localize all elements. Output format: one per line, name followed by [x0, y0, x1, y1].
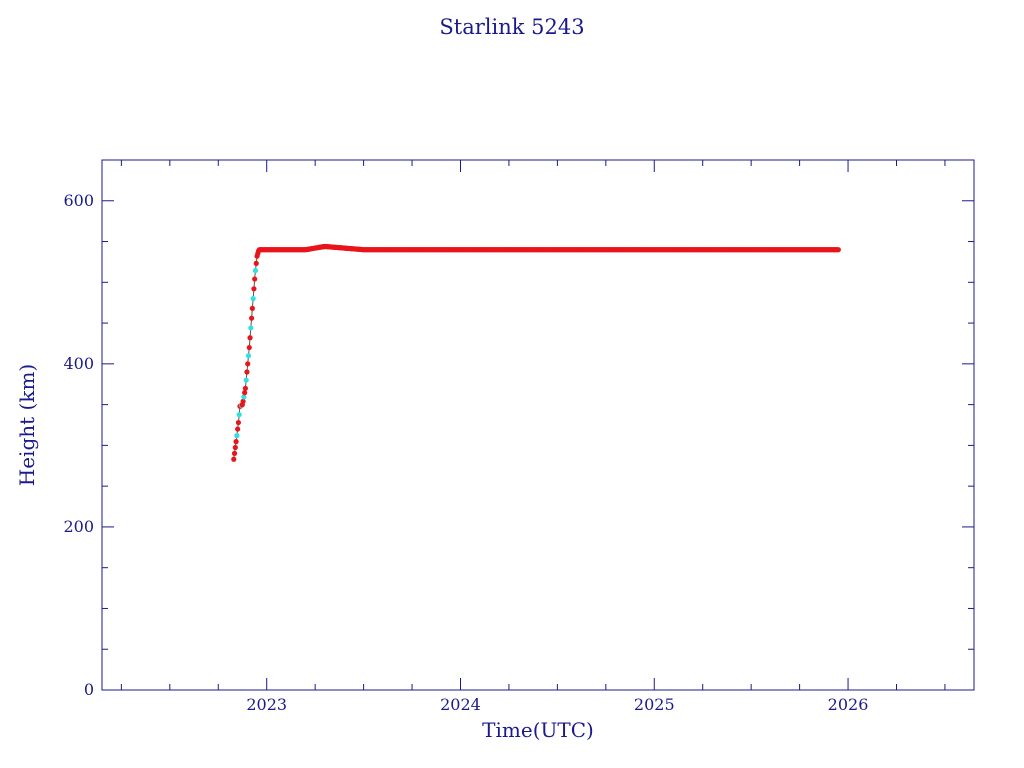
- data-point: [247, 335, 253, 341]
- x-axis-label: Time(UTC): [482, 718, 594, 742]
- plot-frame: [101, 159, 975, 691]
- data-point: [243, 377, 249, 383]
- data-point: [252, 267, 259, 274]
- y-tick-label: 600: [63, 191, 94, 210]
- data-point: [235, 419, 242, 426]
- chart-title: Starlink 5243: [439, 15, 585, 39]
- y-axis-label: Height (km): [15, 363, 39, 487]
- data-point: [253, 260, 259, 266]
- data-point: [233, 439, 239, 445]
- x-tick-label: 2026: [828, 695, 869, 714]
- data-point: [235, 426, 241, 432]
- data-point: [231, 450, 238, 456]
- x-tick-label: 2023: [246, 695, 287, 714]
- data-point: [245, 361, 251, 367]
- data-point: [234, 433, 240, 439]
- data-point: [249, 305, 255, 311]
- data-point: [245, 353, 252, 359]
- data-point: [242, 385, 248, 391]
- y-tick-label: 400: [63, 354, 94, 373]
- data-point: [251, 286, 257, 292]
- data-point: [835, 247, 841, 253]
- data-point: [242, 390, 248, 396]
- data-point: [231, 456, 237, 462]
- data-point: [248, 325, 254, 331]
- data-point: [236, 412, 242, 418]
- x-tick-label: 2024: [440, 695, 481, 714]
- data-point: [248, 315, 255, 321]
- data-point: [244, 369, 250, 375]
- y-tick-label: 0: [84, 680, 94, 699]
- data-point: [246, 344, 252, 351]
- data-point: [250, 296, 256, 302]
- data-point: [241, 394, 247, 400]
- data-point: [252, 276, 258, 282]
- x-tick-label: 2025: [634, 695, 675, 714]
- data-point: [240, 398, 246, 404]
- data-point: [232, 444, 238, 451]
- y-tick-label: 200: [63, 517, 94, 536]
- series-line: [233, 245, 839, 460]
